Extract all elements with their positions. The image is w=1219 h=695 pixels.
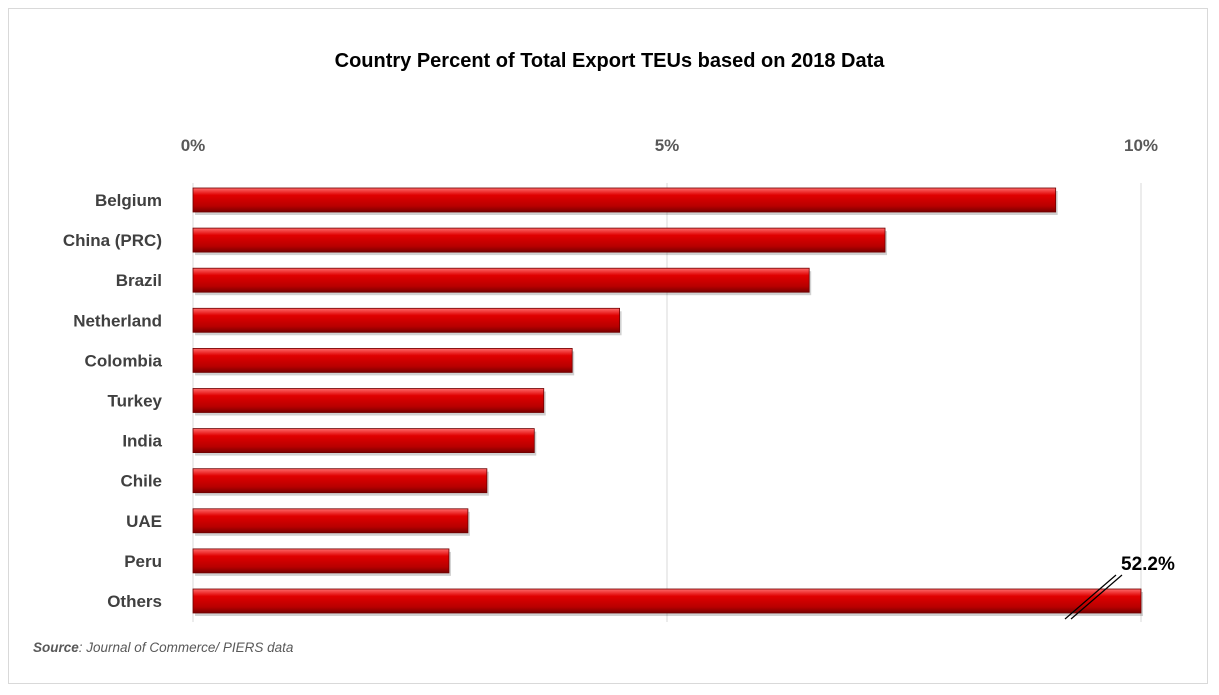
source-text: : Journal of Commerce/ PIERS data xyxy=(78,640,294,655)
bar xyxy=(192,468,488,494)
category-label: Others xyxy=(107,592,162,611)
x-tick-label: 5% xyxy=(655,136,680,155)
category-label: Turkey xyxy=(108,392,163,411)
axis-break-mark xyxy=(1064,574,1117,620)
category-label: Brazil xyxy=(116,271,162,290)
bar xyxy=(192,388,545,413)
category-label: India xyxy=(122,432,162,451)
bar xyxy=(192,347,573,373)
axis-break-mark xyxy=(1070,574,1123,620)
category-label: Colombia xyxy=(85,351,163,370)
bar xyxy=(192,267,810,293)
bar xyxy=(192,508,469,534)
bar xyxy=(192,227,886,253)
bar xyxy=(192,548,450,574)
category-label: Netherland xyxy=(73,311,162,330)
x-tick-label: 10% xyxy=(1124,136,1158,155)
category-label: Chile xyxy=(120,472,162,491)
bar xyxy=(192,307,621,333)
source-note: Source: Journal of Commerce/ PIERS data xyxy=(33,640,293,655)
bar xyxy=(192,428,535,454)
axis-break-annotation: 52.2% xyxy=(1121,554,1175,575)
category-label: China (PRC) xyxy=(63,231,162,250)
x-tick-label: 0% xyxy=(181,136,206,155)
category-label: Peru xyxy=(124,552,162,571)
bar xyxy=(192,187,1057,213)
category-label: UAE xyxy=(126,512,162,531)
chart-title: Country Percent of Total Export TEUs bas… xyxy=(334,50,885,72)
bar xyxy=(192,588,1142,614)
category-label: Belgium xyxy=(95,191,162,210)
source-label: Source xyxy=(33,640,79,655)
